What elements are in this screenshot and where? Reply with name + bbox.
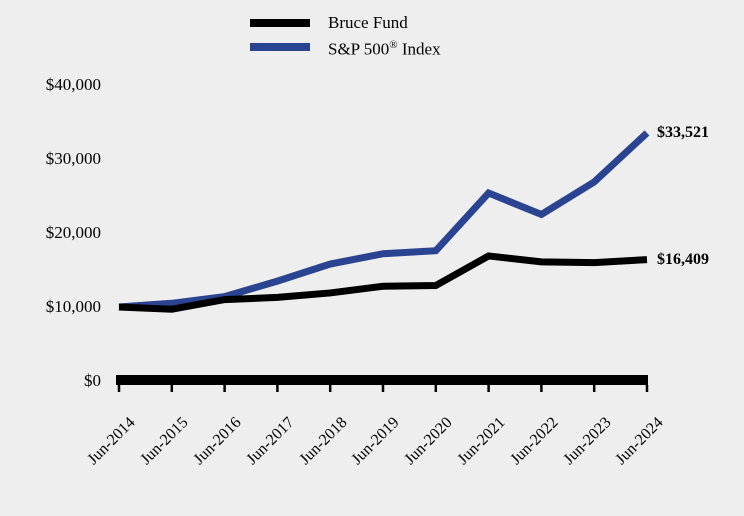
legend-item: Bruce Fund [250, 11, 441, 35]
x-axis [116, 375, 649, 392]
legend-swatch [250, 19, 310, 27]
x-axis-line [116, 375, 648, 385]
series-lines [118, 130, 650, 313]
series-line-bruce-fund [118, 252, 648, 313]
y-axis-label: $40,000 [45, 75, 101, 94]
legend: Bruce Fund S&P 500® Index [250, 11, 441, 59]
legend-label: Bruce Fund [328, 13, 408, 32]
legend-swatch [250, 43, 310, 51]
y-axis-label: $20,000 [45, 223, 101, 242]
end-value-label-sp500: $33,521 [657, 123, 709, 141]
y-axis-label: $30,000 [45, 149, 101, 168]
end-value-label-bruce-fund: $16,409 [657, 250, 709, 268]
series-line-sp500 [118, 130, 650, 311]
legend-item: S&P 500® Index [250, 35, 441, 59]
y-axis-label: $10,000 [45, 297, 101, 316]
y-axis-label: $0 [84, 371, 101, 390]
legend-label: S&P 500® Index [328, 38, 441, 59]
